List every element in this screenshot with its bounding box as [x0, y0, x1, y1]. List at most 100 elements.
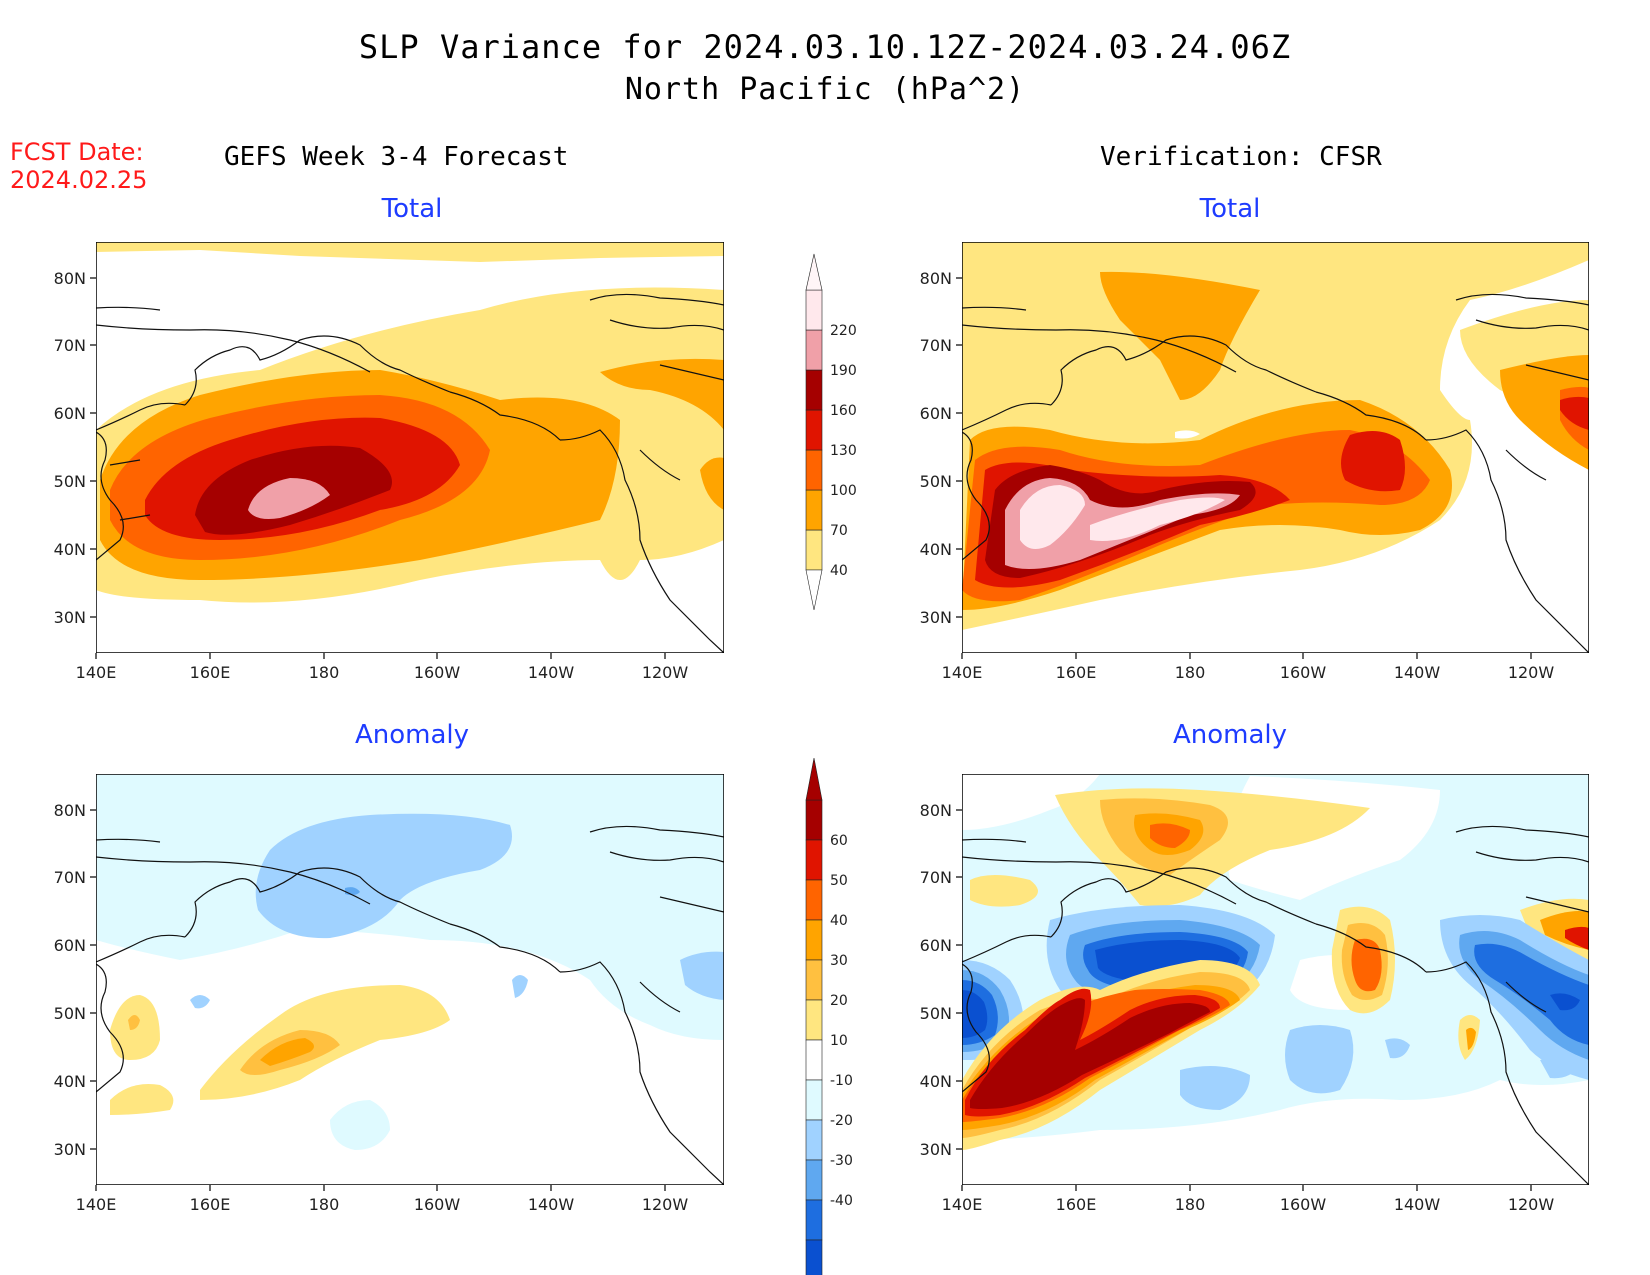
colorbar-anomaly-label: 40 — [830, 913, 848, 929]
panel-title-bottom-left: Anomaly — [354, 720, 470, 750]
colorbar-total-label: 40 — [830, 563, 848, 579]
colorbar-total-bottom-arrow — [805, 569, 823, 611]
lat-tick-label: 60N — [920, 936, 952, 955]
colorbar-anomaly: 60 50 40 30 20 10 -10 -20 -30 -40 — [805, 757, 853, 1275]
colorbar-anomaly-label: -40 — [830, 1193, 853, 1209]
colorbar-anomaly-bin — [805, 959, 823, 1001]
map-panel-forecast-anomaly — [96, 774, 724, 1185]
colorbar-total-bin — [805, 289, 823, 331]
lon-tick-label: 160E — [190, 663, 231, 682]
colorbar-total-label: 160 — [830, 403, 857, 419]
colorbar-anomaly-label: 20 — [830, 993, 848, 1009]
lat-tick-label: 60N — [54, 936, 86, 955]
colorbar-total-label: 70 — [830, 523, 848, 539]
lon-tick-label: 120W — [642, 1195, 689, 1214]
lat-tick-label: 80N — [920, 269, 952, 288]
colorbar-anomaly-label: -30 — [830, 1153, 853, 1169]
colorbar-anomaly-label: 10 — [830, 1033, 848, 1049]
map-panel-verification-total — [962, 242, 1589, 653]
lat-tick-label: 40N — [54, 540, 86, 559]
colorbar-total-label: 130 — [830, 443, 857, 459]
colorbar-anomaly-bin — [805, 799, 823, 841]
colorbar-total-label: 220 — [830, 323, 857, 339]
lat-tick-label: 70N — [920, 336, 952, 355]
lon-tick-label: 160E — [190, 1195, 231, 1214]
lat-tick-label: 60N — [920, 404, 952, 423]
map-panel-forecast-total — [96, 242, 724, 653]
lat-tick-label: 70N — [54, 336, 86, 355]
lat-tick-label: 80N — [54, 801, 86, 820]
lon-tick-label: 180 — [1175, 663, 1206, 682]
axis-labels: 80N 70N 60N 50N 40N 30N 140E 160E 180 160W 140W 120… — [54, 269, 1555, 1214]
colorbar-anomaly-bin — [805, 999, 823, 1041]
map-panel-verification-anomaly — [962, 774, 1589, 1185]
colorbar-anomaly-bin — [805, 879, 823, 921]
lon-tick-label: 160E — [1056, 663, 1097, 682]
lat-tick-label: 70N — [920, 868, 952, 887]
lat-tick-label: 40N — [920, 540, 952, 559]
lon-tick-label: 160E — [1056, 1195, 1097, 1214]
lon-tick-label: 120W — [642, 663, 689, 682]
colorbar-total-bin — [805, 409, 823, 451]
main-title: SLP Variance for 2024.03.10.12Z-2024.03.… — [358, 28, 1292, 66]
colorbar-anomaly-bin — [805, 1159, 823, 1201]
lon-tick-label: 180 — [1175, 1195, 1206, 1214]
fcst-date-label: FCST Date: — [10, 138, 144, 166]
lat-tick-label: 80N — [920, 801, 952, 820]
lon-tick-label: 160W — [1280, 663, 1327, 682]
lon-tick-label: 120W — [1508, 663, 1555, 682]
lat-tick-label: 50N — [920, 1004, 952, 1023]
colorbar-total-label: 100 — [830, 483, 857, 499]
lat-tick-label: 50N — [920, 472, 952, 491]
lon-tick-label: 140E — [942, 663, 983, 682]
colorbar-total-bin — [805, 489, 823, 531]
colorbar-anomaly-label: -20 — [830, 1113, 853, 1129]
panel-title-top-right: Total — [1199, 194, 1261, 224]
lon-tick-label: 120W — [1508, 1195, 1555, 1214]
lon-tick-label: 140W — [528, 1195, 575, 1214]
colorbar-anomaly-bin — [805, 1039, 823, 1081]
colorbar-anomaly-bin — [805, 839, 823, 881]
colorbar-total-bin — [805, 529, 823, 571]
lat-tick-label: 50N — [54, 472, 86, 491]
main-subtitle: North Pacific (hPa^2) — [624, 72, 1026, 107]
colorbar-anomaly-bin — [805, 1079, 823, 1121]
lon-tick-label: 180 — [309, 1195, 340, 1214]
lon-tick-label: 160W — [1280, 1195, 1327, 1214]
colorbar-total-bin — [805, 329, 823, 371]
right-column-title: Verification: CFSR — [1100, 142, 1382, 172]
lat-tick-label: 80N — [54, 269, 86, 288]
lon-tick-label: 140W — [1394, 1195, 1441, 1214]
lon-tick-label: 140E — [942, 1195, 983, 1214]
colorbar-anomaly-bin — [805, 1119, 823, 1161]
colorbar-anomaly-bin — [805, 1239, 823, 1275]
colorbar-anomaly-label: 30 — [830, 953, 848, 969]
colorbar-anomaly-bin — [805, 919, 823, 961]
lat-tick-label: 30N — [920, 1140, 952, 1159]
lon-tick-label: 140W — [528, 663, 575, 682]
colorbar-anomaly-label: 60 — [830, 833, 848, 849]
colorbar-total-label: 190 — [830, 363, 857, 379]
lat-tick-label: 30N — [54, 1140, 86, 1159]
panel-title-top-left: Total — [381, 194, 443, 224]
colorbar-total-bin — [805, 369, 823, 411]
colorbar-anomaly-label: -10 — [830, 1073, 853, 1089]
colorbar-total-bin — [805, 449, 823, 491]
lon-tick-label: 180 — [309, 663, 340, 682]
lon-tick-label: 160W — [414, 1195, 461, 1214]
lat-tick-label: 50N — [54, 1004, 86, 1023]
colorbar-anomaly-label: 50 — [830, 873, 848, 889]
colorbar-total: 40 70 100 130 160 190 220 — [805, 253, 857, 611]
colorbar-total-top-arrow — [805, 253, 823, 291]
left-column-title: GEFS Week 3-4 Forecast — [224, 142, 569, 172]
colorbar-anomaly-bin — [805, 1199, 823, 1241]
lat-tick-label: 30N — [920, 608, 952, 627]
lon-tick-label: 140W — [1394, 663, 1441, 682]
lon-tick-label: 160W — [414, 663, 461, 682]
fcst-date-value: 2024.02.25 — [10, 166, 148, 194]
lat-tick-label: 70N — [54, 868, 86, 887]
lon-tick-label: 140E — [76, 663, 117, 682]
lat-tick-label: 40N — [54, 1072, 86, 1091]
colorbar-anomaly-top-arrow — [805, 757, 823, 801]
